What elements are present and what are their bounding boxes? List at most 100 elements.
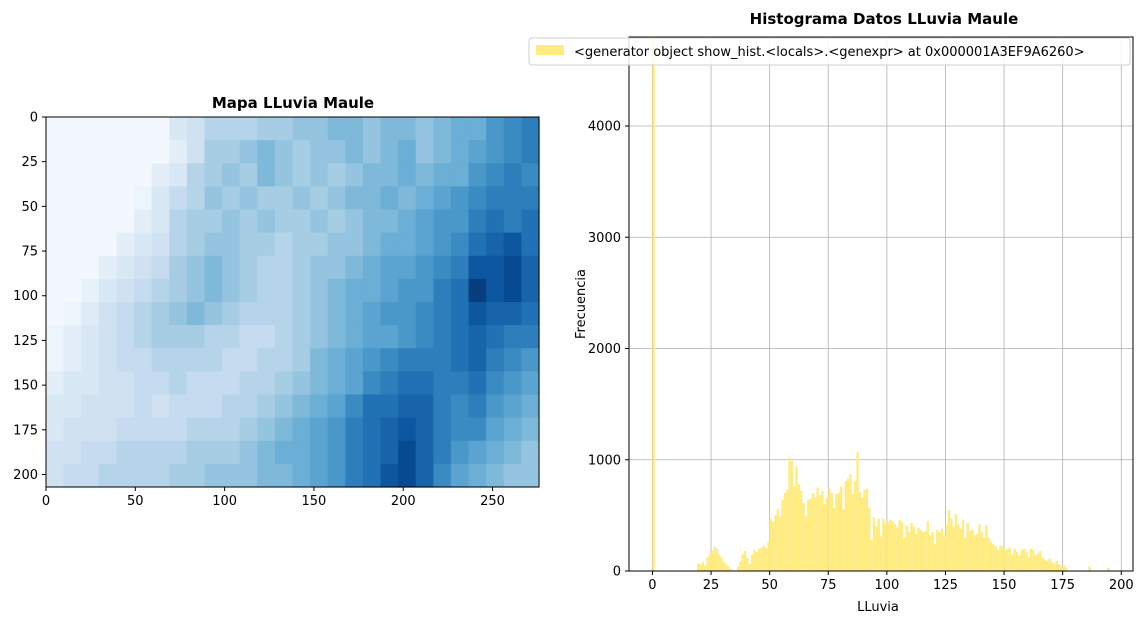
heatmap-cell <box>239 255 258 280</box>
heatmap-frame <box>45 116 540 488</box>
heatmap-cell <box>222 302 241 326</box>
heatmap-cell <box>345 255 364 280</box>
heatmap-cell <box>521 348 540 372</box>
histogram-bar <box>1055 560 1058 571</box>
heatmap-cell <box>134 348 153 372</box>
x-tick-label: 100 <box>874 578 899 593</box>
histogram-frame <box>628 36 1134 572</box>
heatmap-cell <box>310 348 329 372</box>
heatmap-cell <box>63 209 82 234</box>
heatmap-cell <box>46 463 65 488</box>
heatmap-cell <box>81 140 100 164</box>
histogram-x-label: LLuvia <box>857 600 899 615</box>
histogram-bar <box>837 493 840 571</box>
heatmap-cell <box>46 302 65 326</box>
heatmap-cell <box>327 117 346 141</box>
histogram-bar <box>1018 555 1021 571</box>
heatmap-cell <box>151 140 170 164</box>
heatmap-cell <box>380 209 399 234</box>
heatmap-cell <box>134 325 153 349</box>
histogram-bar <box>1088 566 1091 571</box>
histogram-bar <box>1065 567 1068 571</box>
histogram-bar <box>725 564 728 571</box>
heatmap-cell <box>257 117 276 141</box>
heatmap-cell <box>98 140 118 164</box>
heatmap-cell <box>151 440 170 465</box>
heatmap-cell <box>345 394 364 419</box>
heatmap-cell <box>327 463 346 488</box>
y-tick-label: 25 <box>21 155 38 170</box>
y-tick-label: 50 <box>21 200 38 215</box>
histogram-bar <box>753 549 756 571</box>
heatmap-cell <box>169 302 188 326</box>
heatmap-cell <box>116 140 135 164</box>
histogram-bar <box>924 530 927 571</box>
heatmap-cell <box>398 440 417 465</box>
heatmap-cell <box>257 463 276 488</box>
heatmap-cell <box>380 117 399 141</box>
histogram-bar <box>750 554 754 571</box>
histogram-bar <box>821 490 824 571</box>
heatmap-cell <box>116 186 135 211</box>
heatmap-cell <box>486 186 505 211</box>
heatmap-cell <box>63 117 82 141</box>
histogram-bar <box>900 522 904 571</box>
heatmap-cell <box>134 186 153 211</box>
histogram-bar <box>828 488 831 571</box>
heatmap-cell <box>204 417 223 442</box>
heatmap-cell <box>380 394 399 419</box>
histogram-bar <box>748 564 751 571</box>
histogram-bar <box>832 507 836 571</box>
heatmap-cell <box>98 117 118 141</box>
heatmap-cell <box>134 232 153 257</box>
heatmap-cell <box>521 255 540 280</box>
histogram-bar <box>854 480 857 571</box>
heatmap-cell <box>380 232 399 257</box>
histogram-bar <box>1025 552 1028 571</box>
heatmap-cell <box>503 186 522 211</box>
heatmap-cell <box>415 440 434 465</box>
heatmap-cell <box>292 371 311 396</box>
heatmap-cell <box>292 255 311 280</box>
heatmap-cell <box>486 163 505 187</box>
heatmap-cell <box>503 140 522 164</box>
heatmap-cell <box>327 348 346 372</box>
x-tick-label: 50 <box>761 578 778 593</box>
histogram-bar <box>757 548 761 571</box>
histogram-bar <box>903 537 906 571</box>
heatmap-cell <box>81 417 100 442</box>
heatmap-cell <box>433 163 452 187</box>
heatmap-cell <box>398 209 417 234</box>
heatmap-cell <box>151 348 170 372</box>
heatmap-cell <box>362 209 382 234</box>
heatmap-cell <box>292 186 311 211</box>
heatmap-cell <box>169 394 188 419</box>
heatmap-cell <box>257 417 276 442</box>
heatmap-cell <box>186 232 206 257</box>
histogram-bar <box>879 536 883 571</box>
heatmap-cell <box>398 394 417 419</box>
heatmap-cell <box>81 117 100 141</box>
y-tick-label: 1000 <box>588 453 621 468</box>
heatmap-cell <box>116 371 135 396</box>
histogram-bar <box>947 509 951 571</box>
heatmap-cell <box>433 232 452 257</box>
heatmap-cell <box>433 255 452 280</box>
histogram-bar <box>722 562 726 571</box>
heatmap-cell <box>274 232 294 257</box>
histogram-bar <box>994 546 998 571</box>
histogram-bar <box>715 548 719 571</box>
heatmap-cell <box>433 209 452 234</box>
heatmap-cell <box>433 440 452 465</box>
heatmap-cell <box>398 325 417 349</box>
heatmap-cell <box>415 186 434 211</box>
histogram-bar <box>816 487 819 571</box>
heatmap-y-ticks: 0 25 50 75 100 125 150 175 200 <box>13 111 46 483</box>
histogram-bar <box>779 516 782 571</box>
heatmap-cell <box>433 348 452 372</box>
histogram-bar <box>957 524 960 571</box>
heatmap-cell <box>63 371 82 396</box>
heatmap-cell <box>433 417 452 442</box>
heatmap-cell <box>450 140 470 164</box>
y-tick-label: 0 <box>613 565 621 580</box>
